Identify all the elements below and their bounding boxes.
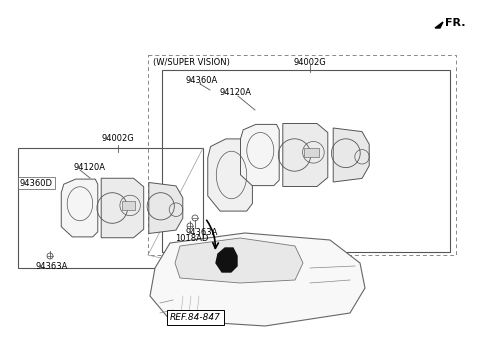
Text: REF.84-847: REF.84-847 bbox=[170, 313, 221, 322]
Text: 94363A: 94363A bbox=[185, 228, 217, 237]
Bar bbox=[18, 148, 203, 268]
Text: 94120A: 94120A bbox=[220, 88, 252, 97]
Text: 94360D: 94360D bbox=[20, 178, 53, 187]
Polygon shape bbox=[240, 124, 279, 186]
Polygon shape bbox=[435, 22, 443, 28]
Bar bbox=[121, 201, 135, 210]
Polygon shape bbox=[333, 128, 369, 182]
Bar bbox=[304, 148, 319, 157]
Polygon shape bbox=[101, 178, 144, 238]
Bar bbox=[148, 55, 456, 255]
Text: 94363A: 94363A bbox=[35, 262, 67, 271]
Polygon shape bbox=[216, 248, 237, 272]
Text: 94002G: 94002G bbox=[102, 134, 134, 143]
Polygon shape bbox=[149, 183, 183, 234]
Polygon shape bbox=[150, 233, 365, 326]
Polygon shape bbox=[61, 179, 98, 237]
Text: 94360A: 94360A bbox=[185, 76, 217, 85]
Text: 94120A: 94120A bbox=[73, 163, 105, 172]
Text: 94002G: 94002G bbox=[294, 58, 326, 67]
Text: (W/SUPER VISION): (W/SUPER VISION) bbox=[153, 58, 230, 67]
Text: FR.: FR. bbox=[445, 18, 466, 28]
Polygon shape bbox=[208, 139, 252, 211]
Text: 1018AD: 1018AD bbox=[175, 234, 209, 243]
Polygon shape bbox=[175, 238, 303, 283]
Bar bbox=[162, 70, 450, 252]
Polygon shape bbox=[283, 123, 328, 187]
